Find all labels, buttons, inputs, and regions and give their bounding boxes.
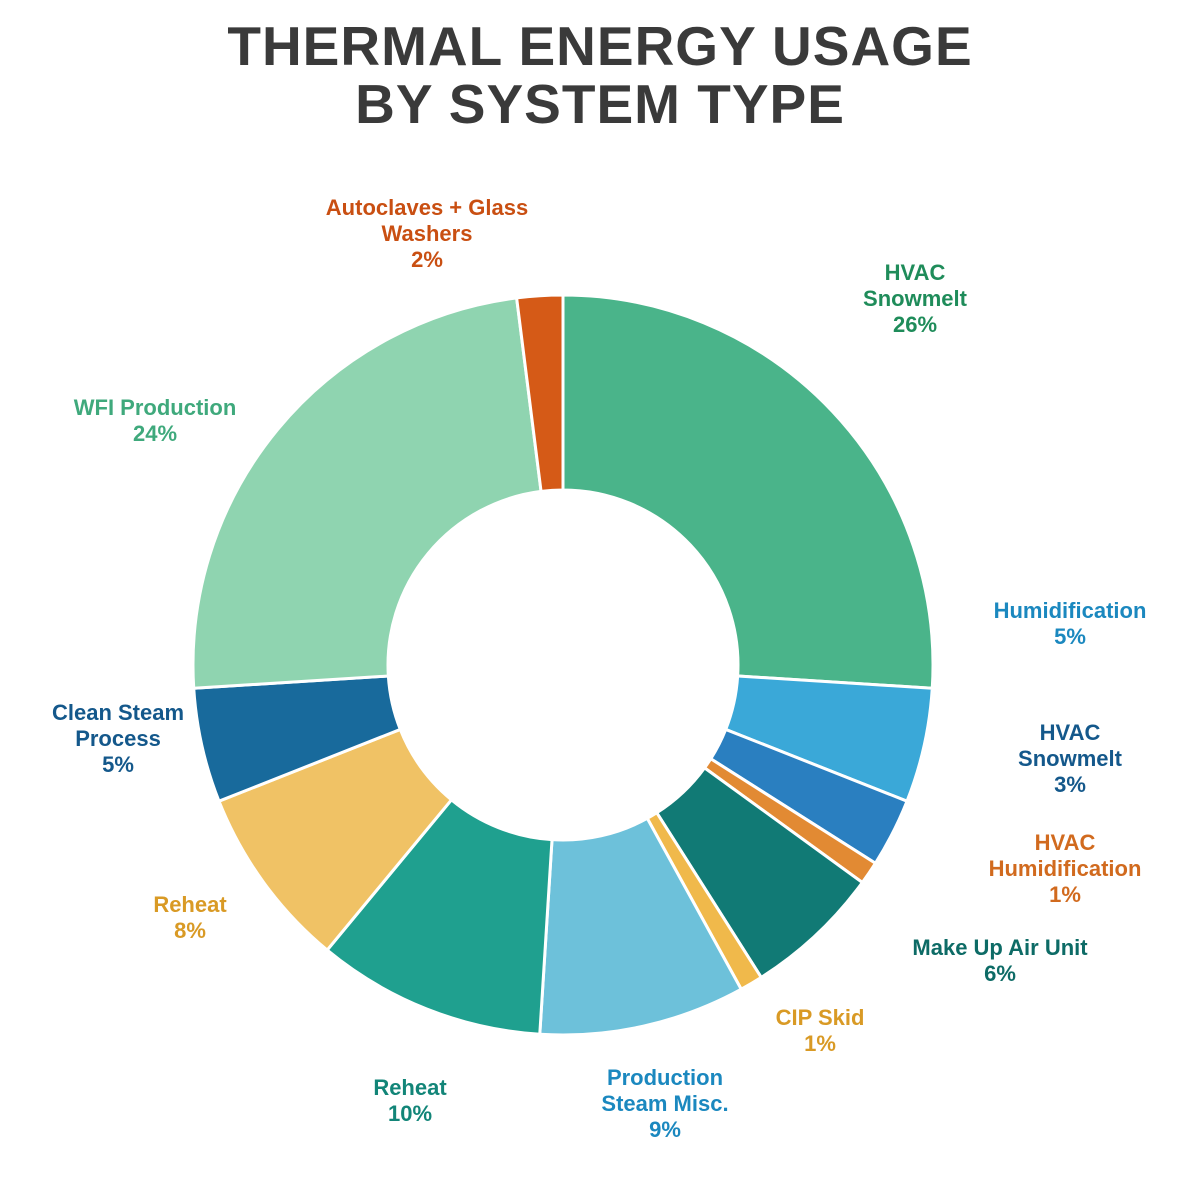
slice-label-line: Reheat xyxy=(330,1075,490,1101)
slice-label-pct: 6% xyxy=(870,961,1130,987)
slice-label: HVACSnowmelt26% xyxy=(830,260,1000,338)
slice-label-line: Process xyxy=(18,726,218,752)
slice-label: HVACSnowmelt3% xyxy=(975,720,1165,798)
slice-label-line: Autoclaves + Glass xyxy=(282,195,572,221)
slice-label: ProductionSteam Misc.9% xyxy=(560,1065,770,1143)
slice-label-line: Reheat xyxy=(110,892,270,918)
slice-label: Clean SteamProcess5% xyxy=(18,700,218,778)
slice-label-line: HVAC xyxy=(960,830,1170,856)
slice-label-pct: 26% xyxy=(830,312,1000,338)
slice-label-pct: 3% xyxy=(975,772,1165,798)
slice-label: Reheat8% xyxy=(110,892,270,944)
slice-label-pct: 24% xyxy=(40,421,270,447)
donut-chart xyxy=(0,0,1200,1179)
slice-label: Make Up Air Unit6% xyxy=(870,935,1130,987)
slice-label: Humidification5% xyxy=(970,598,1170,650)
slice-label-line: Make Up Air Unit xyxy=(870,935,1130,961)
slice-label-line: Snowmelt xyxy=(830,286,1000,312)
slice-label-pct: 1% xyxy=(740,1031,900,1057)
slice-label-pct: 2% xyxy=(282,247,572,273)
slice-label-line: Production xyxy=(560,1065,770,1091)
slice-label-pct: 1% xyxy=(960,882,1170,908)
slice-label: HVACHumidification1% xyxy=(960,830,1170,908)
slice-label-line: Clean Steam xyxy=(18,700,218,726)
slice-label-line: CIP Skid xyxy=(740,1005,900,1031)
slice-label-line: HVAC xyxy=(830,260,1000,286)
slice-label-line: Washers xyxy=(282,221,572,247)
slice-label-line: Humidification xyxy=(970,598,1170,624)
slice-label-line: Snowmelt xyxy=(975,746,1165,772)
slice-label-pct: 5% xyxy=(18,752,218,778)
slice-label-pct: 5% xyxy=(970,624,1170,650)
slice-label: Reheat10% xyxy=(330,1075,490,1127)
slice-label-pct: 10% xyxy=(330,1101,490,1127)
slice-label-pct: 8% xyxy=(110,918,270,944)
slice-label-line: WFI Production xyxy=(40,395,270,421)
slice-label: WFI Production24% xyxy=(40,395,270,447)
slice-label-line: Humidification xyxy=(960,856,1170,882)
slice-label-line: Steam Misc. xyxy=(560,1091,770,1117)
donut-hole xyxy=(388,490,738,840)
slice-label-line: HVAC xyxy=(975,720,1165,746)
slice-label: Autoclaves + GlassWashers2% xyxy=(282,195,572,273)
slice-label: CIP Skid1% xyxy=(740,1005,900,1057)
slice-label-pct: 9% xyxy=(560,1117,770,1143)
